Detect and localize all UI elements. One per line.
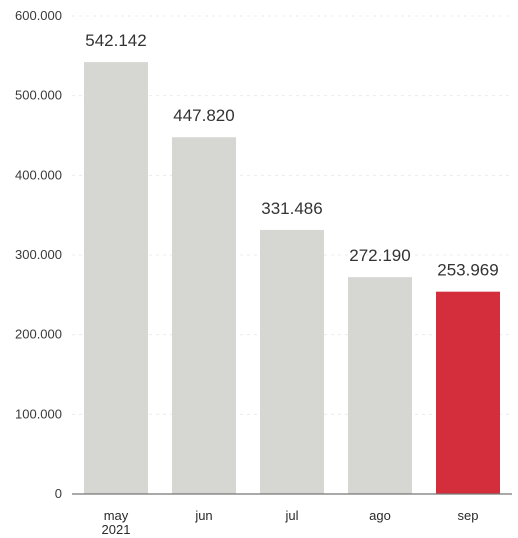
x-axis: may 2021 jun jul ago sep <box>72 493 512 537</box>
bar <box>436 291 500 494</box>
y-tick-label: 100.000 <box>15 406 62 421</box>
value-label: 331.486 <box>261 199 322 218</box>
bar <box>84 62 148 495</box>
bar <box>172 137 236 494</box>
x-tick-label: ago <box>369 508 391 523</box>
bar <box>348 277 412 494</box>
value-label: 542.142 <box>85 31 146 50</box>
x-tick-label: may 2021 <box>102 508 131 537</box>
y-tick-label: 300.000 <box>15 247 62 262</box>
y-tick-label: 600.000 <box>15 8 62 23</box>
bars <box>84 62 500 495</box>
y-tick-label: 0 <box>55 486 62 501</box>
y-axis: 0 100.000 200.000 300.000 400.000 500.000 600.… <box>15 8 62 501</box>
x-tick-label: jul <box>284 508 298 523</box>
value-label: 447.820 <box>173 106 234 125</box>
y-tick-label: 400.000 <box>15 167 62 182</box>
x-tick-label: jun <box>194 508 212 523</box>
y-tick-label: 500.000 <box>15 88 62 103</box>
y-tick-label: 200.000 <box>15 327 62 342</box>
bar <box>260 229 324 495</box>
value-label: 253.969 <box>437 261 498 280</box>
value-label: 272.190 <box>349 246 410 265</box>
x-tick-label: sep <box>458 508 479 523</box>
value-labels: 542.142 447.820 331.486 272.190 253.969 <box>85 31 498 280</box>
